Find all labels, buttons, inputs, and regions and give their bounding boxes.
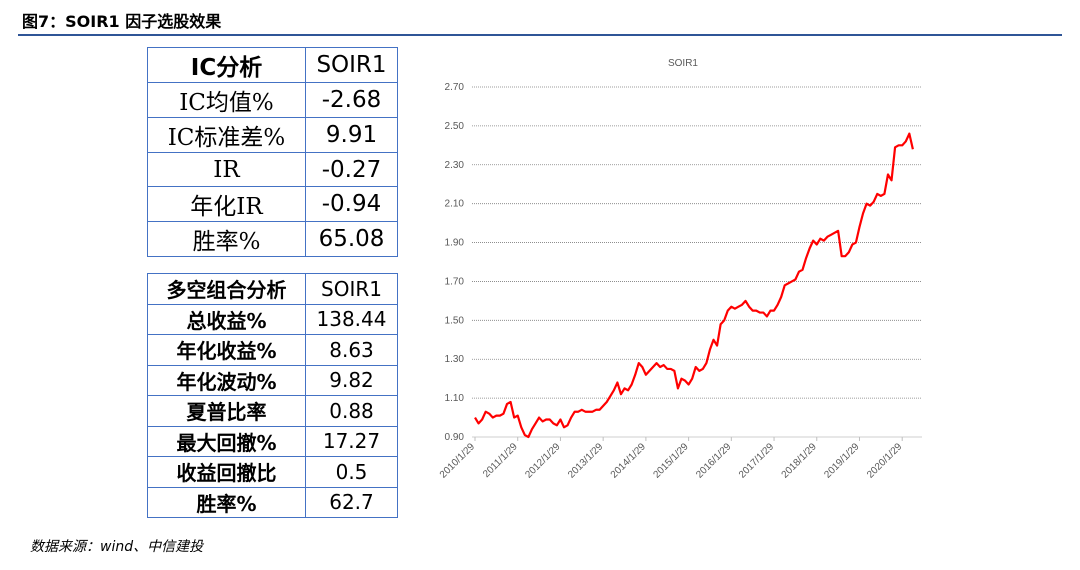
y-tick-label: 2.30 <box>445 160 465 171</box>
table-cell: 多空组合分析 <box>147 273 306 305</box>
table-cell: IC标准差% <box>147 117 306 153</box>
x-tick-label: 2010/1/29 <box>438 441 478 481</box>
table-row: IR -0.27 <box>147 152 398 187</box>
table-cell: 8.63 <box>305 334 398 366</box>
table-cell: -0.94 <box>305 186 398 222</box>
y-tick-label: 2.10 <box>445 199 465 210</box>
figure-title: 图7：SOIR1 因子选股效果 <box>22 12 222 31</box>
table-cell: 年化波动% <box>147 364 306 396</box>
chart-title: SOIR1 <box>668 58 698 69</box>
data-line <box>474 132 914 439</box>
ic-table: IC分析 SOIR1 IC均值% -2.68 IC标准差% 9.91 IR -0.27 年化IR… <box>147 47 398 257</box>
y-tick-label: 0.90 <box>445 432 465 443</box>
y-tick-label: 1.90 <box>445 238 465 249</box>
table-row: IC分析 SOIR1 <box>147 47 398 83</box>
x-tick-label: 2020/1/29 <box>865 441 905 481</box>
table-cell: 年化收益% <box>147 334 306 366</box>
table-cell: 62.7 <box>305 486 398 518</box>
y-tick-label: 1.50 <box>445 315 465 326</box>
table-cell: IC分析 <box>147 47 306 83</box>
table-cell: 0.5 <box>305 456 398 488</box>
x-tick-label: 2019/1/29 <box>822 441 862 481</box>
table-row: 夏普比率 0.88 <box>147 395 398 427</box>
table-row: 年化波动% 9.82 <box>147 364 398 396</box>
table-cell: 胜率% <box>147 221 306 257</box>
source-note: 数据来源：wind、中信建投 <box>30 539 204 555</box>
x-tick-label: 2013/1/29 <box>566 441 606 481</box>
y-tick-label: 1.30 <box>445 354 465 365</box>
chart: SOIR1 0.90 1.10 1.30 1.50 1.70 1.90 2.10 2.30 2.… <box>438 58 922 481</box>
table-row: IC标准差% 9.91 <box>147 117 398 153</box>
y-tick-label: 2.70 <box>445 82 465 93</box>
y-tick-label: 2.50 <box>445 121 465 132</box>
table-cell: 胜率% <box>147 486 306 518</box>
table-row: 多空组合分析 SOIR1 <box>147 273 398 305</box>
table-row: 年化收益% 8.63 <box>147 334 398 366</box>
table-cell: 总收益% <box>147 303 306 335</box>
y-tick-label: 1.70 <box>445 276 465 287</box>
table-cell: SOIR1 <box>305 47 398 83</box>
table-cell: -2.68 <box>305 82 398 118</box>
y-tick-label: 1.10 <box>445 393 465 404</box>
table-cell: 138.44 <box>305 303 398 335</box>
table-cell: 最大回撤% <box>147 425 306 457</box>
table-cell: 夏普比率 <box>147 395 306 427</box>
table-row: IC均值% -2.68 <box>147 82 398 118</box>
table-row: 最大回撤% 17.27 <box>147 425 398 457</box>
table-row: 年化IR -0.94 <box>147 186 398 222</box>
table-cell: IR <box>147 152 306 187</box>
table-row: 收益回撤比 0.5 <box>147 456 398 488</box>
table-cell: -0.27 <box>305 152 398 187</box>
x-tick-label: 2015/1/29 <box>651 441 691 481</box>
x-tick-label: 2018/1/29 <box>780 441 820 481</box>
x-tick-label: 2011/1/29 <box>481 441 520 480</box>
table-cell: 年化IR <box>147 186 306 222</box>
table-cell: 17.27 <box>305 425 398 457</box>
x-tick-label: 2014/1/29 <box>609 441 649 481</box>
x-tick-label: 2016/1/29 <box>694 441 734 481</box>
table-row: 总收益% 138.44 <box>147 303 398 335</box>
header-rule <box>18 34 1062 36</box>
table-cell: 9.82 <box>305 364 398 396</box>
table-cell: 9.91 <box>305 117 398 153</box>
x-tick-label: 2012/1/29 <box>523 441 563 481</box>
table-cell: IC均值% <box>147 82 306 118</box>
table-cell: 收益回撤比 <box>147 456 306 488</box>
table-cell: SOIR1 <box>305 273 398 305</box>
table-row: 胜率% 62.7 <box>147 486 398 518</box>
table-cell: 0.88 <box>305 395 398 427</box>
table-row: 胜率% 65.08 <box>147 221 398 257</box>
x-tick-label: 2017/1/29 <box>737 441 777 481</box>
long-short-table: 多空组合分析 SOIR1 总收益% 138.44 年化收益% 8.63 年化波动% 9.82 夏… <box>147 273 398 518</box>
table-cell: 65.08 <box>305 221 398 257</box>
